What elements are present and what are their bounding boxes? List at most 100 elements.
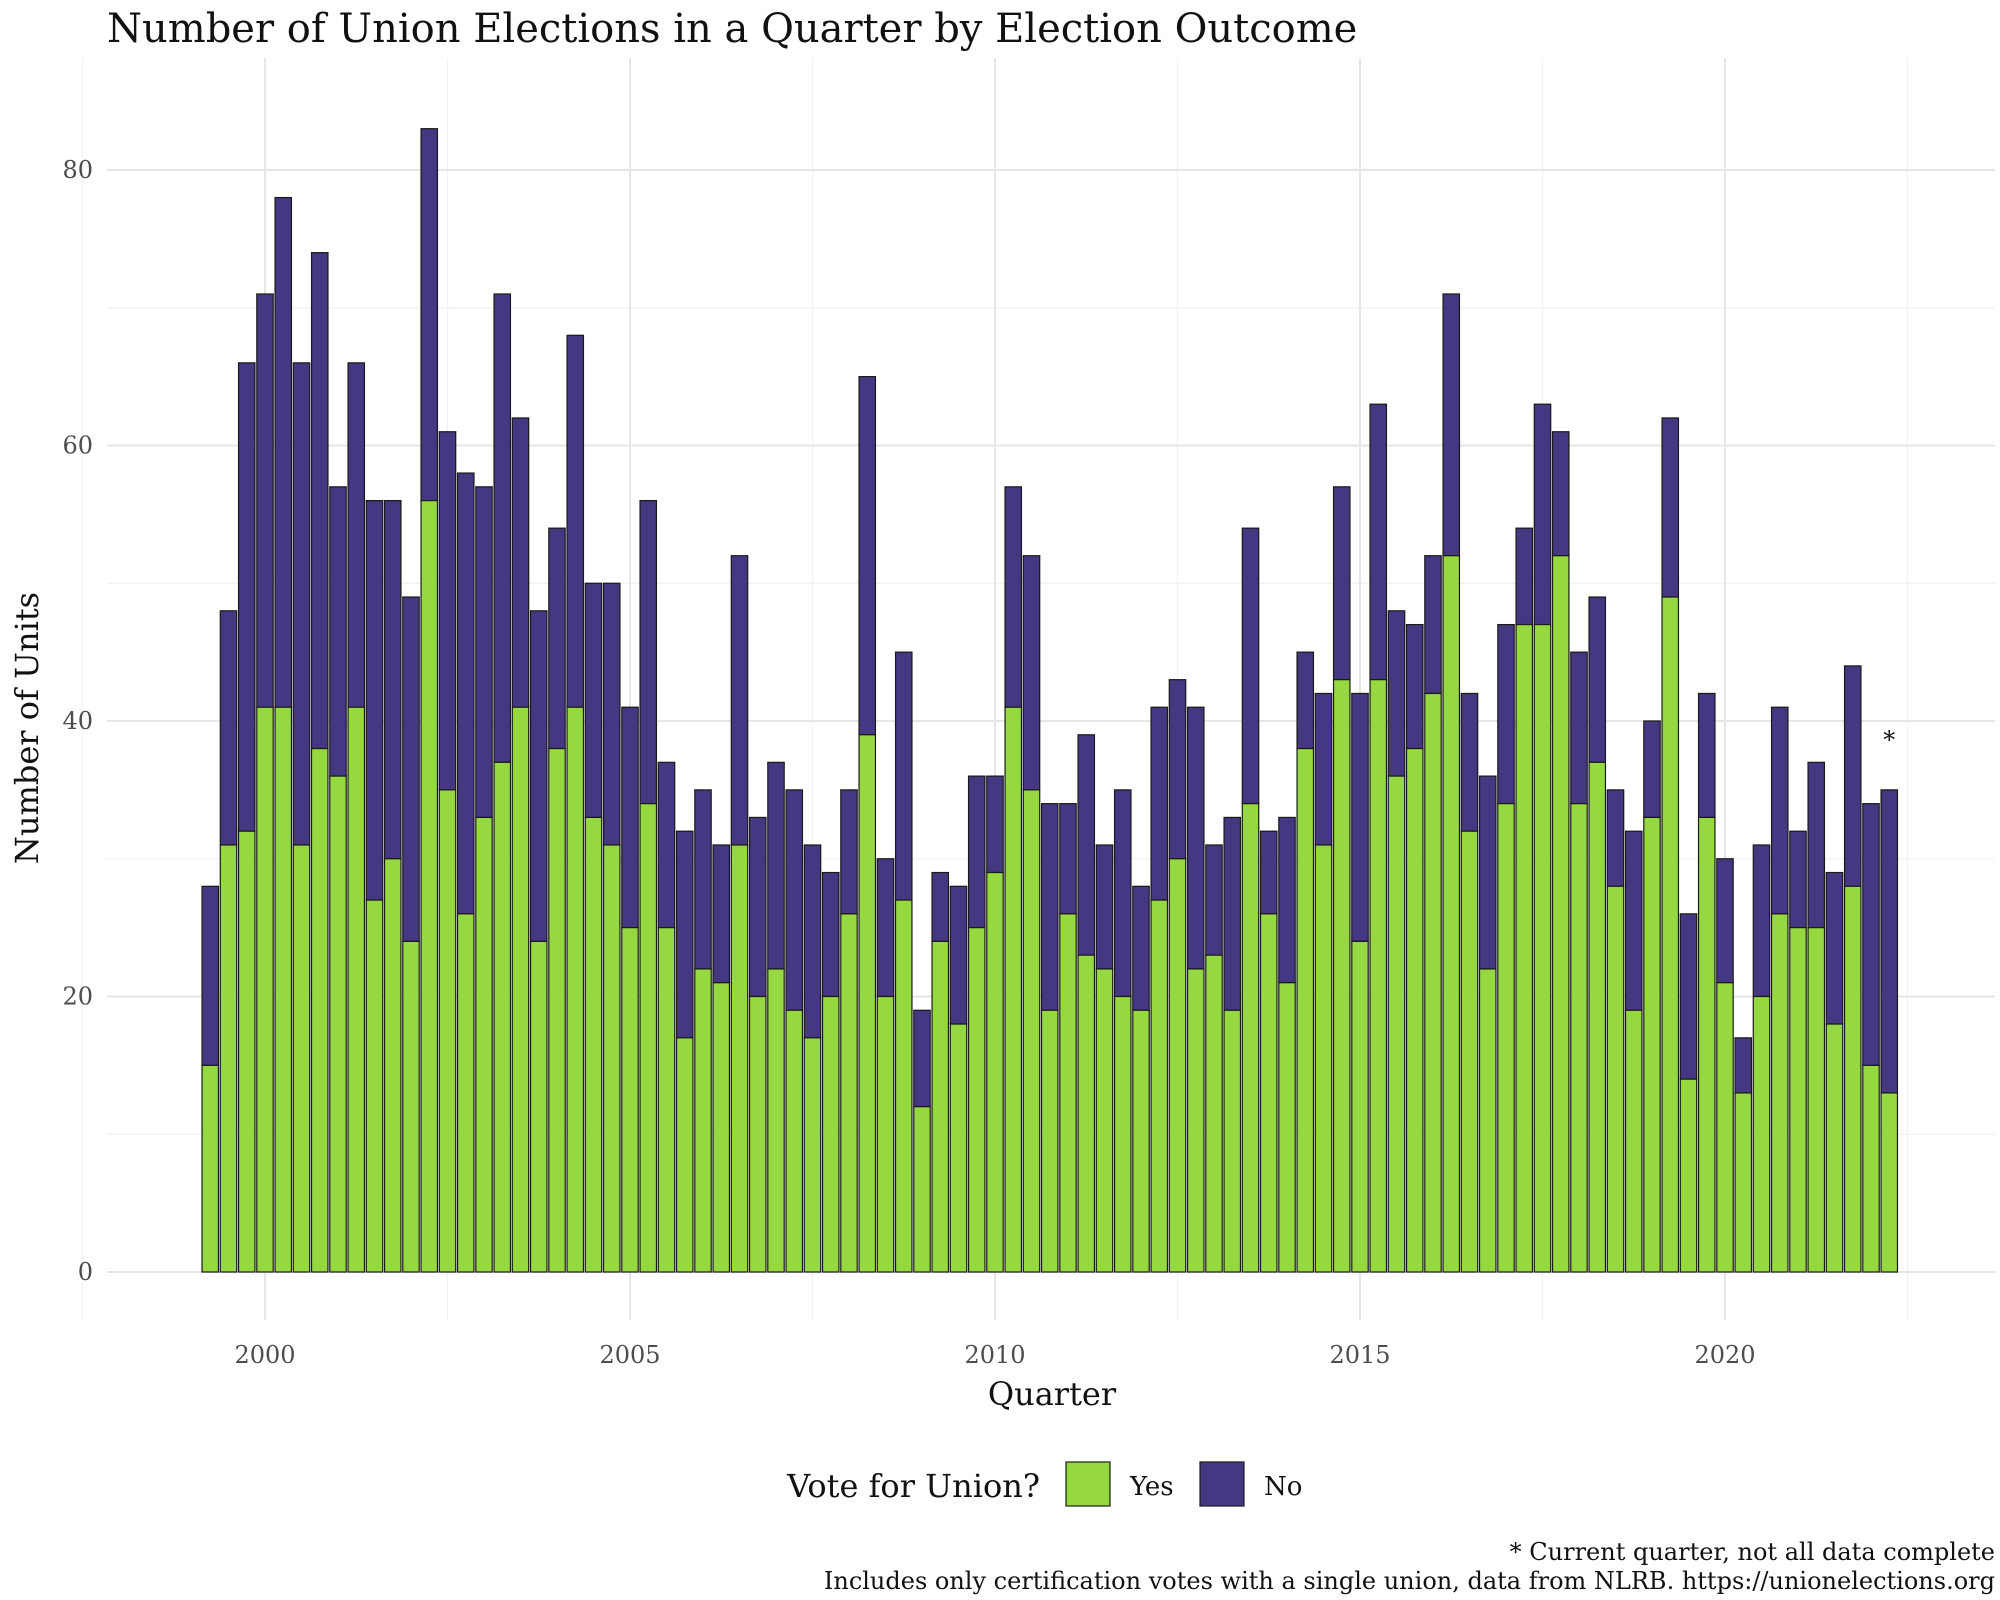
bar-no	[1424, 555, 1442, 695]
bar-yes	[1405, 747, 1424, 1273]
bar-no	[1332, 486, 1351, 681]
bar-no	[310, 252, 329, 750]
bar-yes	[1862, 1064, 1880, 1273]
bar-yes	[1022, 789, 1041, 1273]
bar-yes	[1606, 885, 1625, 1273]
bar-no	[931, 871, 950, 943]
bar-no	[256, 293, 274, 708]
bar-yes	[1150, 899, 1169, 1273]
bar-yes	[584, 816, 603, 1273]
x-tick-label: 2020	[1694, 1341, 1755, 1369]
bar-no	[1807, 761, 1826, 929]
bar-no	[986, 775, 1004, 874]
bar-no	[329, 486, 347, 777]
bar-yes	[1040, 1009, 1059, 1273]
bar-no	[1442, 293, 1461, 557]
bar-yes	[237, 830, 256, 1273]
bar-no	[1643, 720, 1661, 819]
bar-no	[1077, 734, 1096, 956]
bar-no	[1551, 431, 1570, 557]
bar-no	[1150, 706, 1169, 901]
bar-yes	[1369, 679, 1388, 1273]
bar-no	[1661, 417, 1680, 598]
bar-no	[1825, 871, 1844, 1025]
bar-yes	[1697, 816, 1716, 1273]
x-axis-title: Quarter	[988, 1375, 1117, 1413]
bar-yes	[1095, 968, 1114, 1273]
bar-yes	[1643, 816, 1661, 1273]
bar-yes	[1533, 623, 1552, 1273]
bar-no	[1351, 692, 1369, 943]
bar-yes	[1734, 1092, 1753, 1273]
bar-no	[438, 431, 457, 791]
bar-no	[657, 761, 676, 929]
bar-yes	[493, 761, 512, 1273]
bar-no	[1515, 527, 1534, 626]
bar-yes	[1314, 844, 1333, 1273]
bar-yes	[694, 968, 712, 1273]
bar-no	[383, 500, 402, 860]
bar-yes	[456, 913, 475, 1273]
bar-no	[1497, 623, 1515, 805]
y-tick-label: 40	[62, 707, 93, 735]
bar-no	[1387, 610, 1406, 777]
bar-no	[1059, 803, 1077, 915]
bar-no	[274, 196, 293, 708]
bar-yes	[1497, 803, 1515, 1273]
bar-no	[821, 871, 840, 998]
bar-yes	[1460, 830, 1479, 1273]
bar-no	[767, 761, 785, 970]
bar-yes	[1716, 982, 1734, 1273]
bar-no	[1278, 816, 1296, 984]
bar-yes	[310, 747, 329, 1273]
bar-no	[1697, 692, 1716, 819]
bar-no	[639, 500, 658, 805]
bar-no	[1223, 816, 1242, 1011]
legend-title: Vote for Union?	[786, 1467, 1040, 1505]
bar-no	[201, 885, 220, 1066]
bar-yes	[548, 747, 566, 1273]
bar-no	[292, 362, 311, 846]
bar-no	[1259, 830, 1278, 915]
bar-no	[894, 651, 913, 901]
bar-yes	[840, 913, 858, 1273]
bar-no	[456, 472, 475, 915]
bar-no	[511, 417, 530, 708]
x-tick-label: 2015	[1329, 1341, 1390, 1369]
bar-no	[1113, 789, 1132, 998]
bar-yes	[949, 1023, 968, 1273]
bar-yes	[621, 927, 639, 1273]
bar-yes	[1351, 940, 1369, 1273]
bar-no	[1570, 651, 1588, 805]
bar-yes	[1770, 913, 1789, 1273]
bar-no	[1040, 803, 1059, 1011]
bar-yes	[657, 927, 676, 1273]
bar-yes	[639, 803, 658, 1273]
bar-no	[1770, 706, 1789, 915]
bars	[201, 128, 1899, 1273]
bar-no	[675, 830, 694, 1039]
bar-no	[694, 789, 712, 970]
legend-key-no	[1199, 1461, 1245, 1507]
bar-yes	[1825, 1023, 1844, 1273]
bar-yes	[675, 1037, 694, 1273]
bar-yes	[1424, 692, 1442, 1273]
bar-no	[1004, 486, 1023, 708]
bar-yes	[256, 706, 274, 1273]
legend-key-yes	[1065, 1461, 1111, 1507]
bar-no	[1624, 830, 1643, 1011]
bar-yes	[1661, 596, 1680, 1273]
bar-yes	[1843, 885, 1862, 1273]
bar-no	[420, 128, 439, 502]
bar-yes	[420, 500, 439, 1273]
bar-yes	[511, 706, 530, 1273]
bar-no	[748, 816, 767, 998]
bar-yes	[1278, 982, 1296, 1273]
bar-no	[785, 789, 804, 1011]
bar-no	[475, 486, 493, 819]
x-tick-label: 2010	[964, 1341, 1025, 1369]
bar-yes	[1205, 954, 1223, 1273]
annotation-asterisk: *	[1883, 726, 1895, 754]
bar-no	[967, 775, 986, 929]
